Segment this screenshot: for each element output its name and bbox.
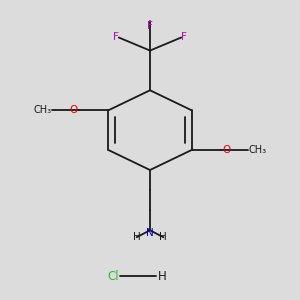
Text: F: F bbox=[147, 21, 153, 32]
Text: F: F bbox=[181, 32, 187, 43]
Text: CH₃: CH₃ bbox=[34, 105, 52, 115]
Text: H: H bbox=[133, 232, 140, 242]
Text: H: H bbox=[158, 270, 166, 283]
Text: H: H bbox=[160, 232, 167, 242]
Text: Cl: Cl bbox=[107, 270, 119, 283]
Text: N: N bbox=[146, 227, 154, 238]
Text: O: O bbox=[69, 105, 77, 115]
Text: F: F bbox=[113, 32, 119, 43]
Text: O: O bbox=[223, 145, 231, 155]
Text: CH₃: CH₃ bbox=[248, 145, 266, 155]
